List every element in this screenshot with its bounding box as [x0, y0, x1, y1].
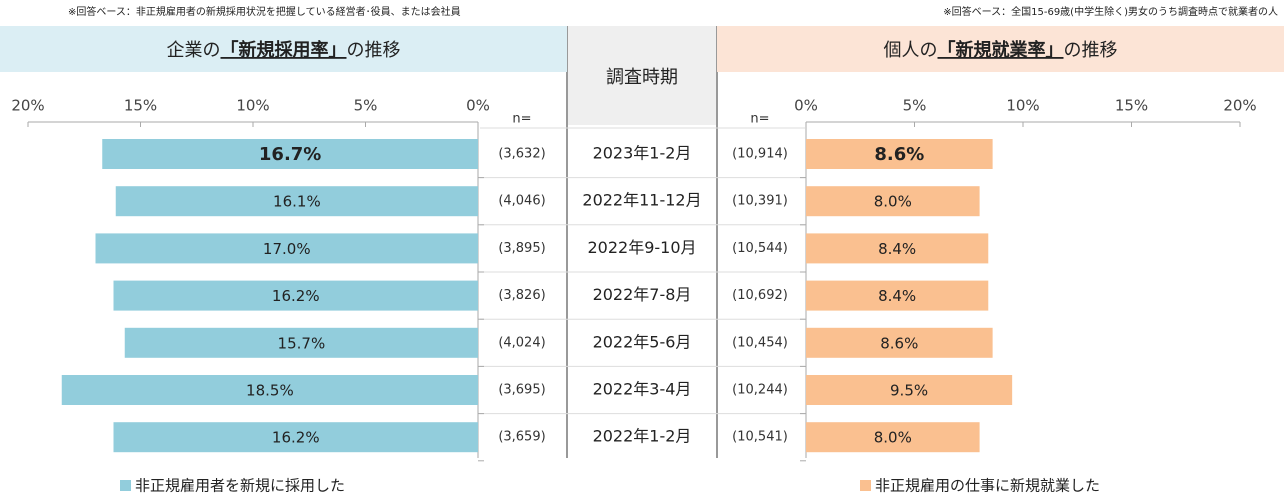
bar — [102, 139, 478, 169]
value-label: 8.4% — [878, 240, 916, 258]
period-label: 2022年7-8月 — [593, 285, 692, 304]
value-label: 8.0% — [874, 193, 912, 211]
value-label: 16.7% — [259, 144, 321, 165]
bar — [124, 327, 478, 358]
chart-title: 企業の「新規採用率」の推移 — [167, 39, 401, 61]
x-tick-label: 0% — [466, 97, 490, 115]
sample-size: (3,632) — [498, 147, 545, 162]
x-tick-label: 15% — [124, 97, 157, 115]
legend-swatch — [120, 480, 131, 491]
value-label: 16.1% — [273, 193, 321, 211]
legend-swatch — [860, 480, 871, 491]
x-tick-label: 5% — [903, 97, 927, 115]
x-tick-label: 5% — [354, 97, 378, 115]
bar — [806, 327, 993, 358]
sample-size: (10,544) — [732, 241, 788, 256]
sample-size: (4,046) — [498, 194, 545, 209]
x-tick-label: 10% — [1006, 97, 1039, 115]
bar — [806, 233, 989, 264]
x-tick-label: 0% — [794, 97, 818, 115]
title-suffix: の推移 — [1064, 40, 1118, 61]
value-label: 16.2% — [272, 429, 320, 447]
bar — [806, 375, 1013, 405]
bar — [806, 186, 980, 217]
sample-size: (10,541) — [732, 430, 788, 445]
bar — [806, 422, 980, 453]
bar — [113, 280, 478, 311]
sample-size: (3,659) — [498, 430, 545, 445]
period-label: 2022年5-6月 — [593, 332, 692, 351]
value-label: 8.6% — [880, 334, 918, 352]
n-label: n= — [512, 112, 531, 127]
legend-label: 非正規雇用者を新規に採用した — [135, 477, 345, 495]
period-label: 2022年3-4月 — [593, 380, 692, 399]
title-suffix: の推移 — [347, 40, 401, 61]
x-tick-label: 15% — [1115, 97, 1148, 115]
sample-size: (4,024) — [498, 335, 545, 350]
sample-size: (10,454) — [732, 335, 788, 350]
title-emphasis: 「新規就業率」 — [938, 39, 1064, 61]
value-label: 18.5% — [246, 382, 294, 400]
sample-size: (10,244) — [732, 383, 788, 398]
value-label: 8.6% — [874, 144, 924, 165]
bar — [61, 375, 478, 405]
x-tick-label: 20% — [1223, 97, 1256, 115]
x-tick-label: 20% — [11, 97, 44, 115]
value-label: 9.5% — [890, 382, 928, 400]
value-label: 17.0% — [263, 240, 311, 258]
title-prefix: 個人の — [884, 40, 938, 61]
value-label: 15.7% — [278, 334, 326, 352]
sample-size: (3,826) — [498, 288, 545, 303]
bar — [806, 280, 989, 311]
title-prefix: 企業の — [167, 40, 221, 61]
value-label: 8.0% — [874, 429, 912, 447]
title-bg — [0, 26, 567, 72]
sample-size: (10,692) — [732, 288, 788, 303]
chart-title: 個人の「新規就業率」の推移 — [884, 39, 1118, 61]
bar — [806, 139, 993, 169]
bar — [115, 186, 478, 217]
sample-size: (3,895) — [498, 241, 545, 256]
period-label: 2022年11-12月 — [582, 191, 701, 210]
n-label: n= — [750, 112, 769, 127]
sample-size: (3,695) — [498, 383, 545, 398]
legend-label: 非正規雇用の仕事に新規就業した — [875, 477, 1100, 495]
title-emphasis: 「新規採用率」 — [221, 39, 347, 61]
x-tick-label: 10% — [236, 97, 269, 115]
period-label: 2023年1-2月 — [593, 144, 692, 163]
title-bg — [717, 26, 1284, 72]
value-label: 8.4% — [878, 287, 916, 305]
value-label: 16.2% — [272, 287, 320, 305]
period-label: 2022年1-2月 — [593, 427, 692, 446]
period-header: 調査時期 — [606, 67, 678, 88]
bar — [95, 233, 478, 264]
period-label: 2022年9-10月 — [587, 238, 696, 257]
bar — [113, 422, 478, 453]
sample-size: (10,391) — [732, 194, 788, 209]
note-left: ※回答ベース：非正規雇用者の新規採用状況を把握している経営者･役員、または会社員 — [68, 5, 461, 18]
period-header-bg — [567, 26, 717, 125]
note-right: ※回答ベース：全国15-69歳(中学生除く)男女のうち調査時点で就業者の人 — [943, 5, 1278, 18]
sample-size: (10,914) — [732, 147, 788, 162]
